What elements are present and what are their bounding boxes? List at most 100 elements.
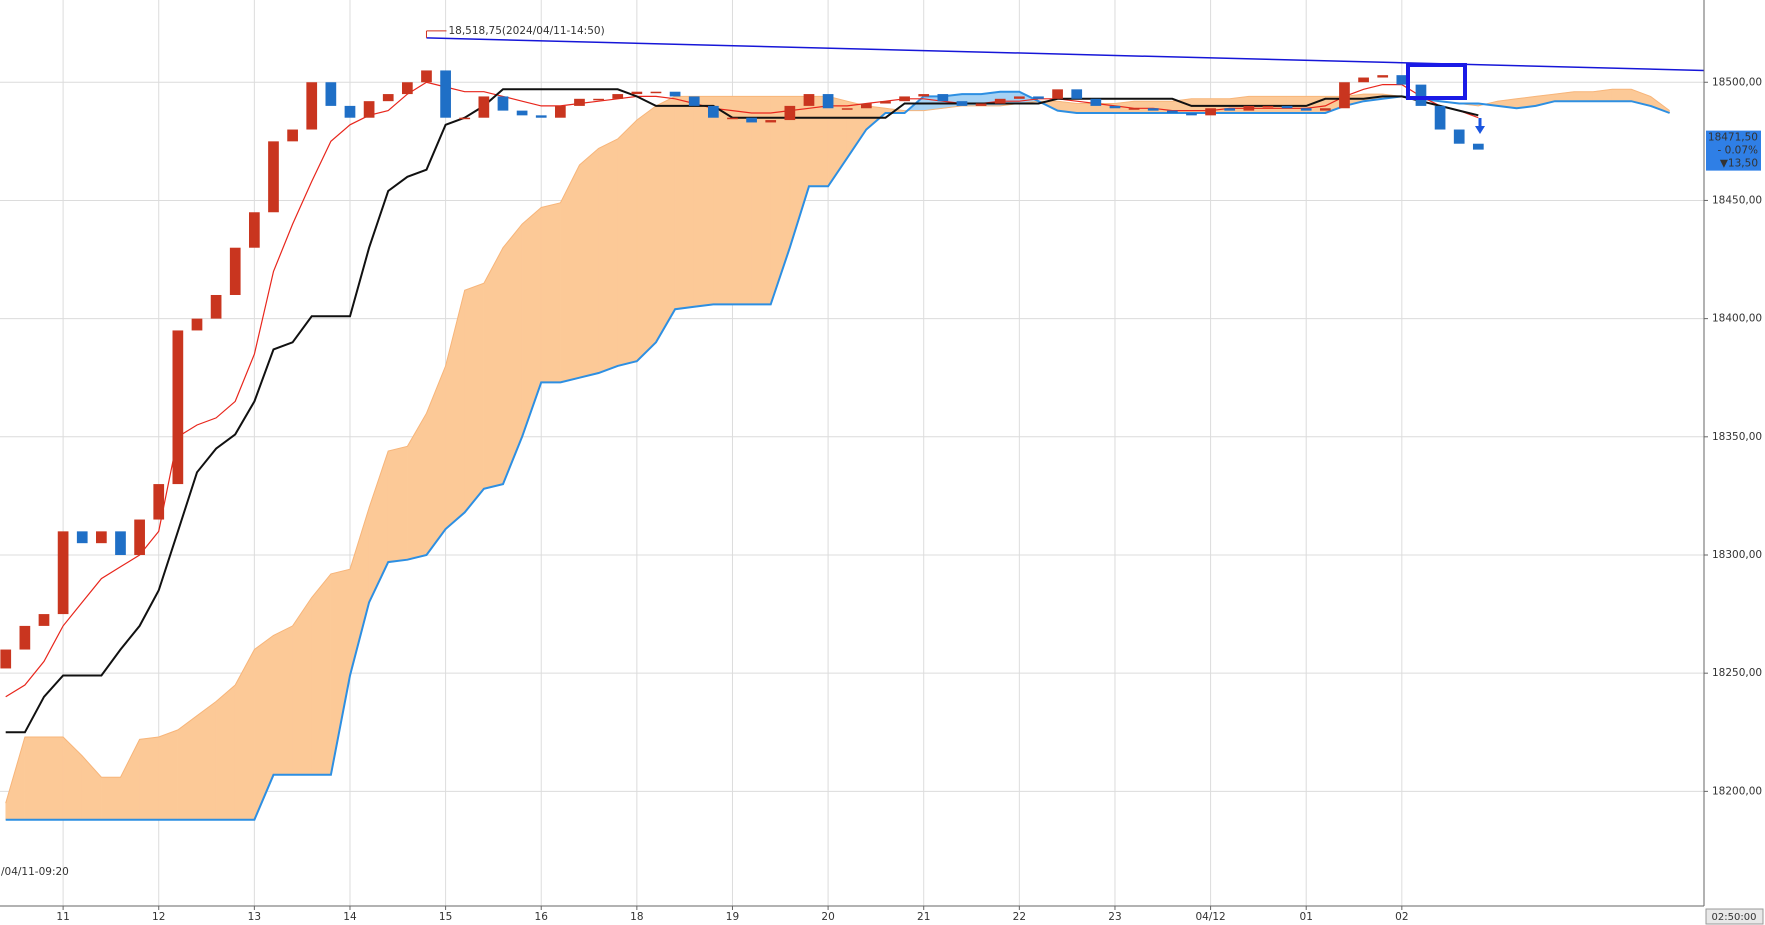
cloud-segment — [674, 96, 695, 310]
candle-body — [593, 98, 604, 101]
candle-body — [1377, 75, 1389, 78]
x-tick-label: 18 — [630, 911, 643, 923]
annotation: 18,518,75(2024/04/11-14:50) — [448, 25, 604, 37]
candle-body — [1033, 96, 1044, 99]
candle-body — [822, 94, 834, 109]
candle-body — [1052, 89, 1063, 99]
candle-body — [1147, 108, 1159, 111]
candle-body — [440, 70, 451, 118]
cloud-segment — [120, 739, 140, 820]
y-tick-label: 18300,00 — [1712, 549, 1762, 561]
plot-area: 18,518,75(2024/04/11-14:50) /04/11-09:20 — [0, 25, 1704, 878]
x-tick-label: 14 — [343, 911, 357, 923]
candle-body — [249, 212, 260, 248]
candle-body — [172, 330, 184, 485]
candle-body — [650, 91, 662, 94]
candle-body — [287, 129, 298, 142]
cloud-segment — [24, 736, 45, 820]
cloud-segment — [1267, 96, 1288, 114]
candle-body — [669, 91, 681, 97]
price-label-text: - 0.07% — [1718, 145, 1759, 157]
candle-body — [268, 141, 279, 213]
x-tick-label: 04/12 — [1195, 911, 1225, 923]
candle-body — [803, 94, 815, 106]
candle-body — [229, 247, 241, 295]
price-label-text: 18471,50 — [1708, 132, 1758, 144]
candle-body — [1071, 89, 1083, 99]
cloud-segment — [617, 119, 638, 367]
price-label-text: ▼13,50 — [1720, 158, 1758, 170]
cloud-segment — [540, 202, 561, 383]
candle-body — [975, 103, 987, 106]
candle-body — [746, 117, 757, 123]
y-tick-label: 18400,00 — [1712, 313, 1762, 325]
candle-body — [1109, 105, 1121, 109]
x-tick-label: 19 — [726, 911, 739, 923]
cloud-segment — [330, 568, 351, 775]
cloud-segment — [521, 206, 542, 437]
cloud-segment — [349, 507, 370, 676]
x-tick-label: 02 — [1395, 911, 1408, 923]
candle-body — [1358, 77, 1369, 83]
cloud-segment — [693, 96, 714, 308]
candle-body — [459, 117, 471, 120]
candle-body — [535, 115, 547, 118]
candle-body — [688, 96, 700, 106]
candle-body — [1415, 84, 1427, 106]
candle-body — [0, 649, 12, 669]
cloud-segment — [234, 649, 255, 820]
cloud-segment — [5, 736, 26, 820]
x-tick-label: 01 — [1300, 911, 1313, 923]
cloud-segment — [177, 715, 198, 820]
axes: 18200,00 18250,00 18300,00 18350,00 18400,00… — [56, 76, 1762, 923]
candle-body — [880, 101, 891, 104]
cloud-segment — [43, 736, 64, 820]
x-tick-label: 22 — [1013, 911, 1026, 923]
candle-body — [363, 101, 375, 118]
candle-body — [191, 318, 203, 331]
x-tick-label: 21 — [917, 911, 930, 923]
x-cursor-box — [1705, 908, 1764, 925]
cloud-segment — [426, 365, 446, 556]
x-tick-label: 16 — [535, 911, 549, 923]
candle-body — [1339, 82, 1350, 109]
candle-body — [1128, 108, 1140, 110]
candle-body — [765, 120, 777, 123]
y-tick-label: 18250,00 — [1712, 667, 1762, 679]
candle-body — [115, 531, 126, 555]
y-tick-label: 18350,00 — [1712, 431, 1762, 443]
candle-body — [153, 484, 165, 520]
candle-body — [841, 108, 853, 110]
price-label-box — [1706, 130, 1761, 171]
cloud-segment — [483, 247, 504, 490]
candle-body — [918, 94, 930, 97]
cloud-segment — [387, 445, 408, 563]
cloud-segment — [655, 95, 676, 344]
candle-body — [497, 96, 509, 111]
cloud-segment — [732, 96, 752, 305]
candle-body — [1472, 143, 1484, 150]
candle-body — [1396, 75, 1408, 85]
candle-body — [1453, 129, 1465, 144]
candle-body — [134, 519, 145, 555]
candle-body — [1013, 96, 1025, 99]
candle-body — [306, 82, 318, 130]
candle-body — [325, 82, 337, 106]
candle-body — [574, 98, 585, 106]
candle-body — [210, 294, 222, 319]
x-tick-label: 20 — [821, 911, 834, 923]
cloud-segment — [158, 729, 179, 820]
candle-body — [1243, 105, 1255, 111]
cloud-segment — [1573, 91, 1594, 102]
down-arrow-icon — [1475, 118, 1485, 134]
candle-body — [1319, 108, 1331, 111]
indicator-line — [5, 88, 1479, 734]
cloud-segment — [808, 96, 829, 187]
cloud-segment — [751, 96, 771, 305]
candle-body — [1205, 108, 1216, 116]
candle-body — [401, 82, 413, 95]
x-cursor-label: 02:50:00 — [1712, 912, 1757, 923]
cloud-segment — [311, 573, 332, 776]
grid — [0, 0, 1704, 906]
cloud-segment — [215, 684, 236, 820]
